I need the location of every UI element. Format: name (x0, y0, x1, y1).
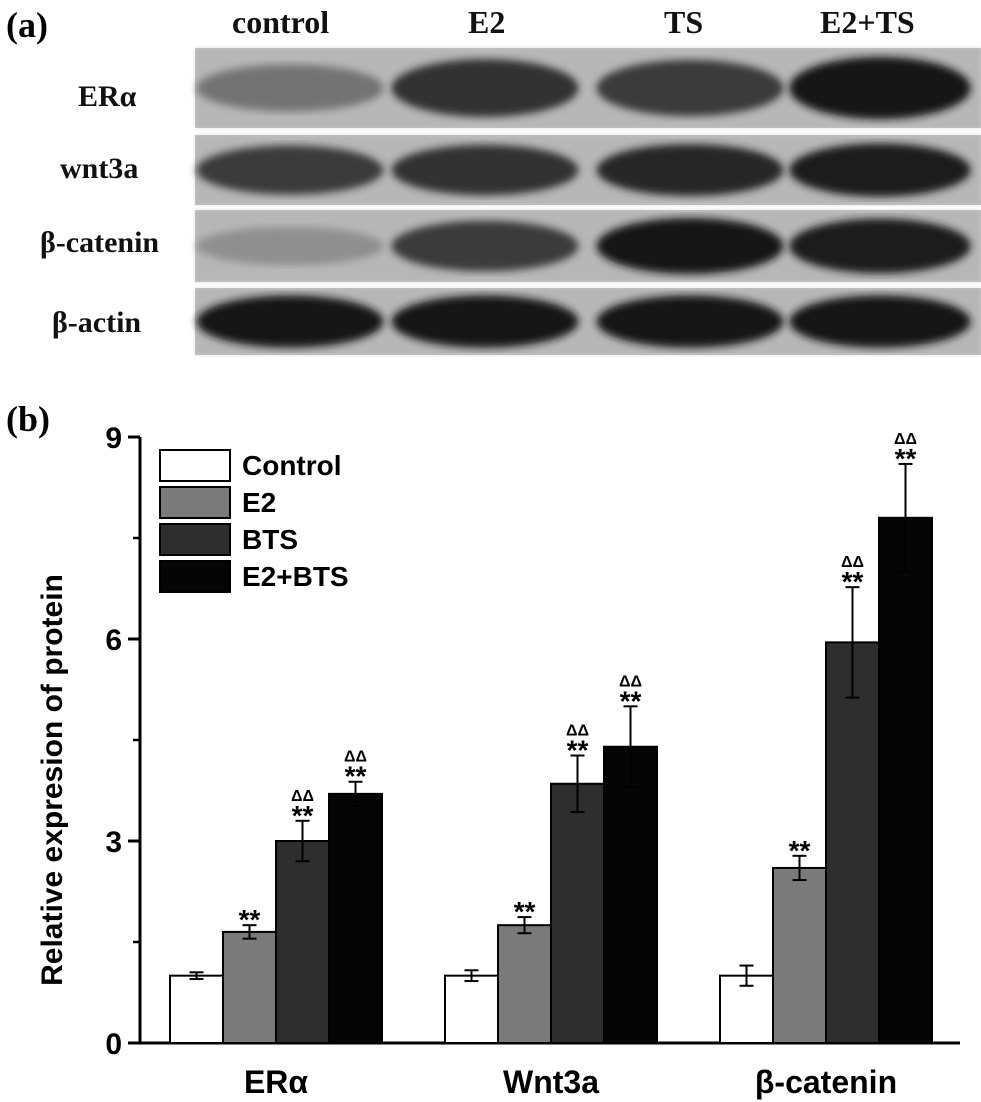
western-blot (195, 48, 981, 355)
x-tick-label: ERα (244, 1064, 308, 1100)
blot-column-control: control (232, 4, 330, 40)
blot-band (789, 218, 971, 274)
y-tick-label: 6 (105, 624, 122, 657)
significance-star: ** (567, 734, 589, 765)
blot-row-label-era: ERα (78, 80, 137, 113)
significance-star: ** (895, 443, 917, 474)
blot-band (196, 145, 384, 195)
significance-delta: ΔΔ (566, 722, 589, 739)
bar-e2-bts (878, 516, 933, 1045)
legend-swatch (159, 486, 231, 519)
significance-star: ** (842, 566, 864, 597)
significance-delta: ΔΔ (619, 673, 642, 690)
significance-delta: ΔΔ (344, 749, 367, 766)
bar-control (444, 974, 499, 1045)
y-tick-label: 0 (105, 1028, 122, 1061)
blot-band (196, 295, 384, 348)
significance-star: ** (345, 761, 367, 792)
significance-delta: ΔΔ (894, 431, 917, 448)
bar-e2-bts (603, 745, 658, 1044)
blot-column-ts: TS (664, 4, 704, 40)
blot-row-label-beta-actin: β-actin (52, 306, 142, 339)
bar-bts (550, 782, 605, 1044)
bar-e2 (772, 866, 827, 1044)
blot-band (789, 295, 971, 348)
blot-row-label-wnt3a: wnt3a (60, 152, 139, 185)
significance-delta: ΔΔ (291, 788, 314, 805)
blot-band (391, 144, 579, 196)
bar-e2-bts (328, 792, 383, 1044)
x-tick-label: Wnt3a (503, 1064, 599, 1100)
significance-star: ** (514, 896, 536, 927)
y-tick-label: 3 (105, 826, 122, 859)
blot-band (789, 56, 971, 120)
bar-control (169, 974, 224, 1045)
blot-column-e2-ts: E2+TS (820, 4, 915, 40)
y-tick-label: 9 (105, 422, 122, 455)
significance-star: ** (292, 800, 314, 831)
blot-band (596, 217, 784, 275)
blot-band (391, 220, 579, 272)
legend-label: E2 (242, 487, 276, 518)
legend-swatch (159, 523, 231, 556)
blot-band (391, 295, 579, 348)
legend-label: Control (242, 450, 342, 481)
bar-e2 (497, 924, 552, 1045)
blot-band (596, 295, 784, 348)
blot-column-e2: E2 (468, 4, 506, 40)
significance-delta: ΔΔ (841, 554, 864, 571)
blot-band (196, 226, 384, 266)
legend-swatch (159, 449, 231, 482)
blot-band (789, 143, 971, 197)
panel-a-label: (a) (6, 5, 48, 45)
bar-bts (825, 641, 880, 1044)
blot-band (596, 144, 784, 196)
significance-star: ** (620, 685, 642, 716)
bar-bts (275, 840, 330, 1044)
panel-b-label: (b) (6, 399, 50, 439)
legend-label: E2+BTS (242, 561, 349, 592)
y-axis-label: Relative expresion of protein (36, 574, 69, 986)
blot-row-label-beta-catenin: β-catenin (40, 226, 160, 259)
legend-label: BTS (242, 524, 298, 555)
legend-swatch (159, 560, 231, 593)
bar-e2 (222, 930, 277, 1045)
blot-band (196, 64, 384, 112)
blot-band (391, 59, 579, 117)
blot-band (596, 59, 784, 117)
significance-star: ** (239, 904, 261, 935)
significance-star: ** (789, 835, 811, 866)
x-tick-label: β-catenin (755, 1064, 897, 1100)
